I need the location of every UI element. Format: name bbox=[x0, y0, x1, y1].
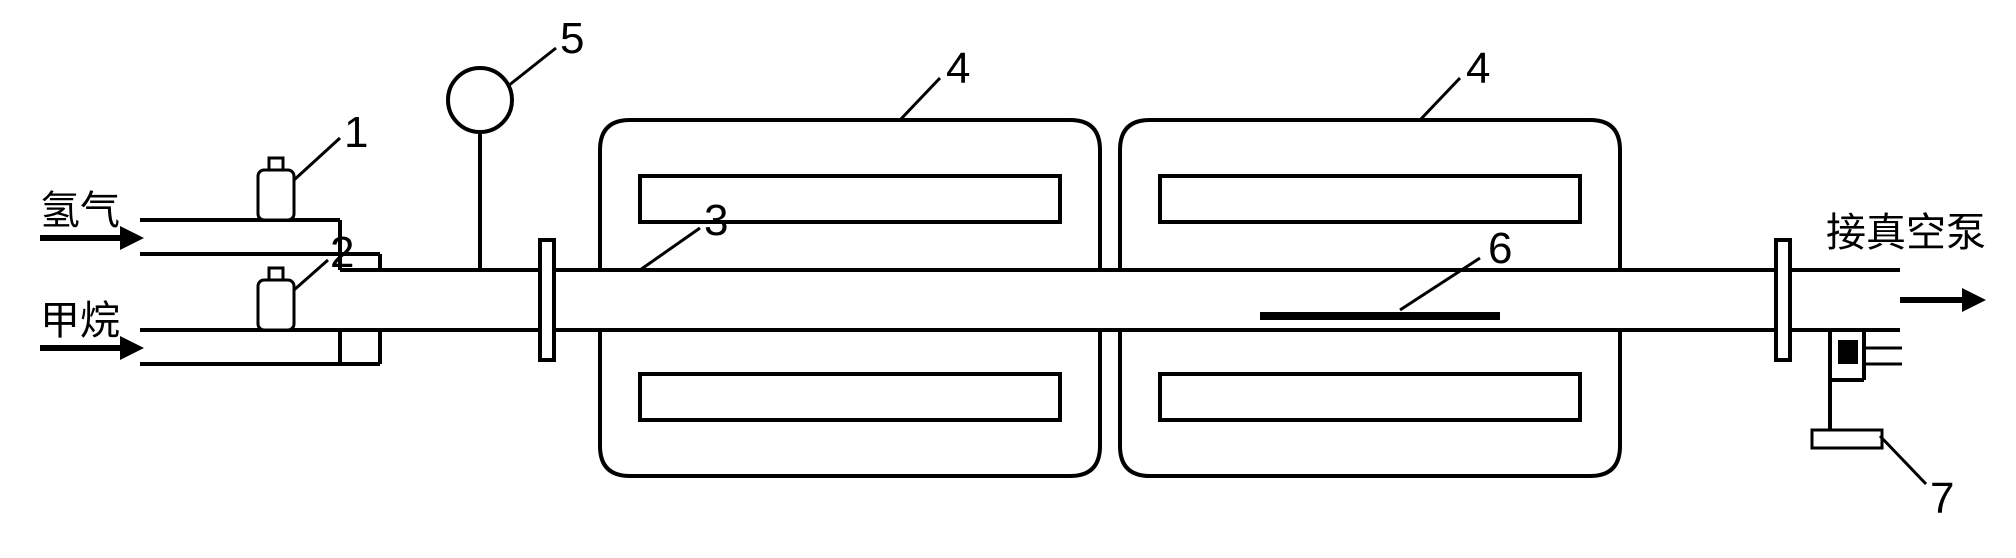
outlet-pipe bbox=[1790, 270, 1902, 448]
callout-4a: 4 bbox=[946, 44, 970, 94]
callout-5: 5 bbox=[560, 14, 584, 64]
furnace-chamber-1 bbox=[600, 120, 1100, 476]
label-gas-methane: 甲烷 bbox=[40, 288, 120, 346]
valve-1 bbox=[258, 158, 294, 220]
flange-right bbox=[1776, 240, 1790, 360]
callout-4b: 4 bbox=[1466, 44, 1490, 94]
label-vacuum-pump: 接真空泵 bbox=[1826, 200, 1986, 258]
callout-1: 1 bbox=[344, 108, 368, 158]
cvd-apparatus-diagram bbox=[0, 0, 2016, 558]
flange-left bbox=[540, 240, 554, 360]
callout-2: 2 bbox=[330, 228, 354, 278]
furnace-chamber-2 bbox=[1120, 120, 1620, 476]
main-tube bbox=[554, 270, 1776, 330]
valve-2 bbox=[258, 268, 294, 330]
label-gas-hydrogen: 氢气 bbox=[40, 178, 120, 236]
callout-6: 6 bbox=[1488, 224, 1512, 274]
pressure-gauge bbox=[448, 68, 512, 270]
callout-3: 3 bbox=[704, 196, 728, 246]
callout-7: 7 bbox=[1930, 474, 1954, 524]
